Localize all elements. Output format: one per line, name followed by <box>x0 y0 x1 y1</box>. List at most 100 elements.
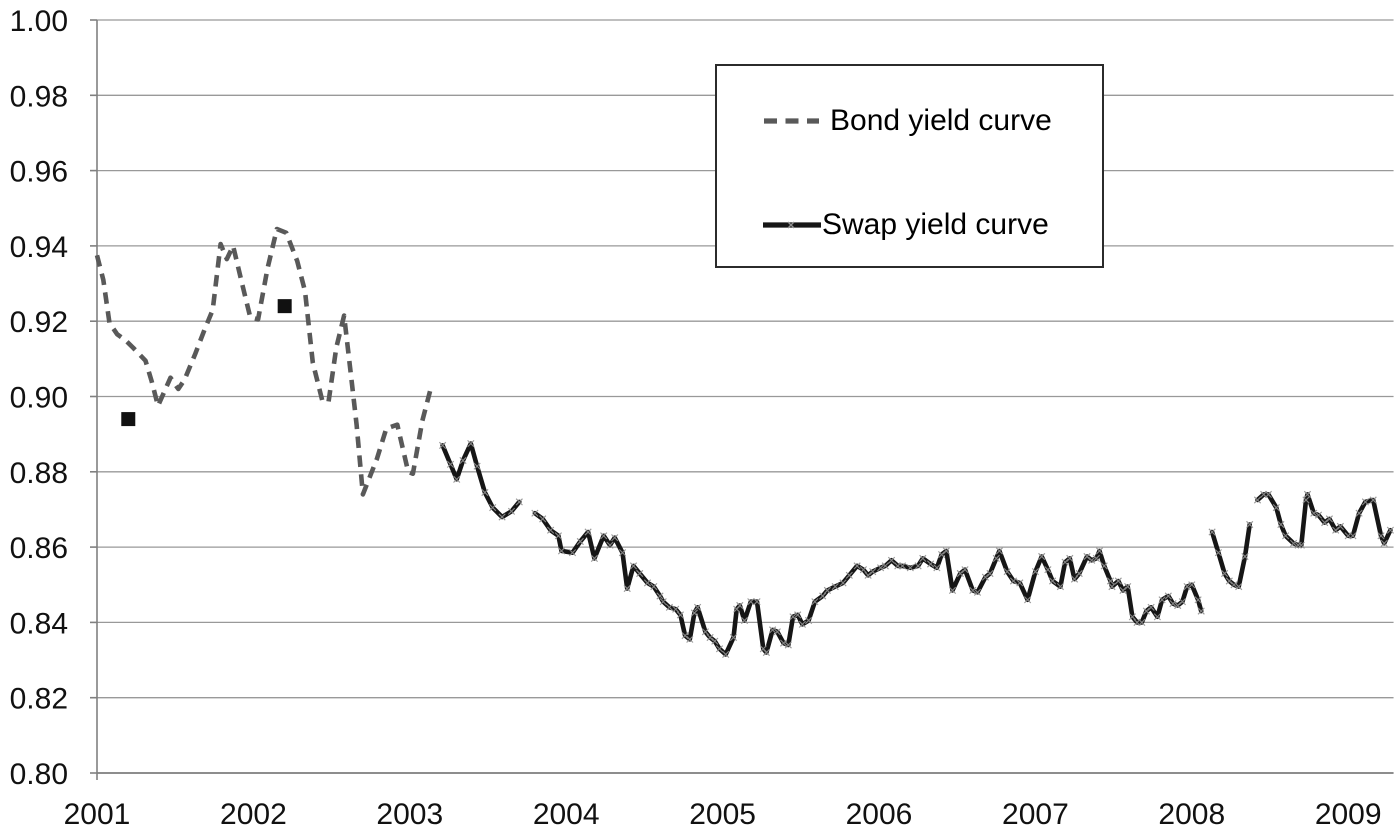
x-marker <box>1246 520 1254 529</box>
x-marker <box>489 503 497 512</box>
x-tick-label: 2005 <box>689 798 756 831</box>
x-marker <box>507 507 516 515</box>
x-marker <box>1100 562 1108 570</box>
x-marker <box>690 609 699 617</box>
x-marker <box>1128 613 1137 621</box>
x-marker <box>715 645 724 653</box>
x-marker <box>1124 582 1132 591</box>
x-marker <box>1281 532 1290 540</box>
x-marker <box>1038 552 1046 561</box>
x-marker <box>1088 556 1096 564</box>
x-marker <box>686 635 694 643</box>
x-marker <box>1289 539 1298 547</box>
x-marker <box>906 564 914 572</box>
x-marker <box>789 613 797 621</box>
x-marker <box>656 592 664 600</box>
x-marker <box>1083 552 1091 561</box>
legend-item-bond: Bond yield curve <box>763 103 1052 139</box>
x-marker <box>438 441 447 450</box>
y-tick-label: 0.92 <box>10 306 68 339</box>
x-marker <box>539 515 547 523</box>
swap-line <box>532 510 1204 657</box>
swap-x-markers <box>438 439 1395 659</box>
x-marker <box>701 628 710 636</box>
bond-dashed-line-icon <box>764 118 819 124</box>
x-marker <box>1003 567 1011 576</box>
x-marker <box>453 475 461 483</box>
x-marker <box>515 498 523 506</box>
x-marker <box>969 586 977 595</box>
x-marker <box>1056 582 1065 591</box>
x-marker <box>650 582 658 591</box>
x-marker <box>1174 601 1182 610</box>
x-marker <box>942 547 950 555</box>
x-marker <box>1044 566 1052 574</box>
x-marker <box>1095 547 1104 555</box>
x-marker <box>794 611 802 619</box>
x-marker <box>740 616 749 625</box>
x-marker <box>1377 532 1385 540</box>
x-marker <box>1066 554 1074 563</box>
x-marker <box>1208 528 1216 536</box>
x-marker <box>672 605 680 613</box>
swap-solid-line-icon <box>763 221 821 229</box>
x-marker <box>753 598 761 606</box>
x-marker <box>1214 549 1223 557</box>
x-marker <box>473 462 481 470</box>
x-marker <box>1009 577 1018 585</box>
y-tick-label: 0.80 <box>10 758 68 791</box>
x-marker <box>1092 554 1101 563</box>
x-marker <box>446 460 455 468</box>
x-marker <box>729 633 738 642</box>
x-tick-label: 2007 <box>1002 798 1069 831</box>
x-marker <box>1297 541 1305 549</box>
x-marker <box>498 513 506 521</box>
x-tick-label: 2002 <box>220 798 287 831</box>
x-marker <box>1349 532 1357 540</box>
x-marker <box>576 537 584 546</box>
x-marker <box>629 562 638 570</box>
x-marker <box>1061 558 1069 566</box>
x-marker <box>618 549 627 557</box>
x-marker <box>467 439 475 448</box>
legend-label-swap: Swap yield curve <box>822 208 1049 241</box>
x-marker <box>1075 569 1083 578</box>
x-marker <box>590 554 599 563</box>
x-marker <box>1321 518 1329 527</box>
x-marker <box>876 564 885 572</box>
x-marker <box>986 569 994 578</box>
x-tick-label: 2003 <box>376 798 443 831</box>
x-marker <box>600 532 608 540</box>
x-axis-labels: 2001 2002 2003 2004 2005 2006 2007 2008 2009 <box>64 798 1382 831</box>
x-marker <box>1142 607 1151 615</box>
x-marker <box>819 592 827 600</box>
x-marker <box>643 579 652 587</box>
x-marker <box>706 633 714 642</box>
x-marker <box>1302 496 1310 504</box>
x-marker <box>557 547 566 555</box>
x-marker <box>1108 582 1116 591</box>
x-marker <box>1386 526 1395 534</box>
x-marker <box>1230 581 1238 589</box>
x-marker <box>568 549 577 557</box>
y-tick-label: 0.96 <box>10 156 68 189</box>
x-marker <box>784 641 792 649</box>
x-marker <box>823 586 832 595</box>
x-marker <box>1277 520 1285 529</box>
x-marker <box>1194 596 1202 604</box>
bond-line <box>94 226 433 497</box>
x-marker <box>864 571 872 579</box>
x-marker <box>531 509 539 517</box>
y-tick-label: 0.86 <box>10 532 68 565</box>
x-marker <box>773 628 781 636</box>
x-marker <box>1153 613 1162 621</box>
x-marker <box>676 611 685 619</box>
x-marker <box>831 582 839 591</box>
x-marker <box>845 571 853 579</box>
y-tick-label: 1.00 <box>10 5 68 38</box>
x-marker <box>973 588 982 596</box>
x-marker <box>1369 496 1377 504</box>
y-tick-label: 0.90 <box>10 382 68 415</box>
x-marker <box>995 547 1004 555</box>
x-marker <box>1070 575 1079 583</box>
